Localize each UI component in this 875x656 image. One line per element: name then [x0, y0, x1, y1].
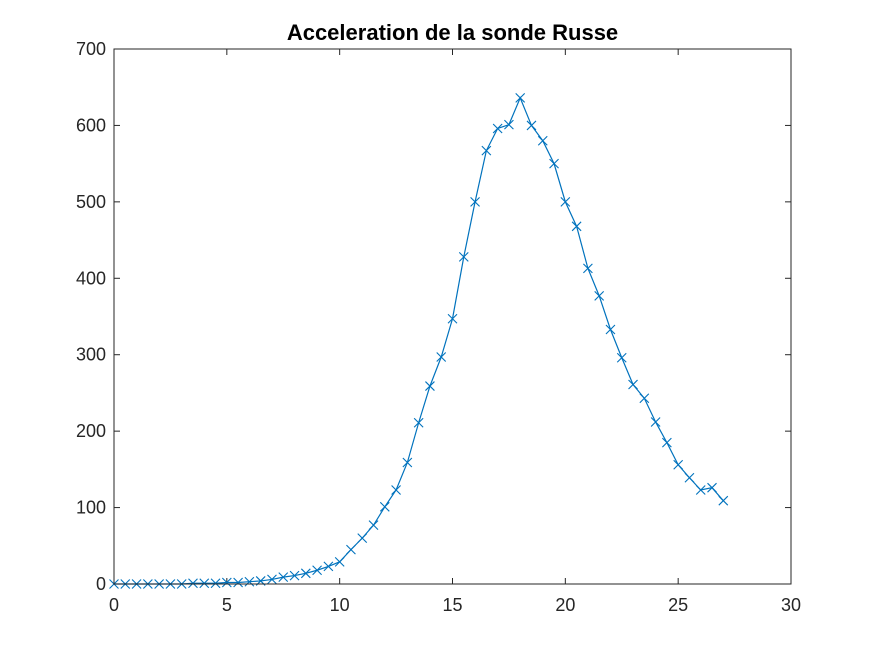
data-point-marker	[368, 520, 379, 531]
data-point-marker	[650, 417, 661, 427]
data-point-marker	[425, 381, 435, 391]
y-tick-label: 700	[76, 39, 106, 59]
data-point-marker	[221, 577, 232, 588]
axis-ticks	[113, 48, 792, 585]
data-point-marker	[323, 561, 334, 572]
data-point-marker	[605, 324, 616, 335]
data-point-marker	[458, 251, 469, 262]
data-point-marker	[718, 495, 729, 506]
data-point-marker	[334, 556, 345, 567]
y-tick-label: 200	[76, 421, 106, 441]
data-point-marker	[492, 123, 503, 134]
data-point-marker	[616, 352, 627, 363]
y-tick-label: 400	[76, 268, 106, 288]
data-point-marker	[244, 576, 255, 587]
data-point-marker	[673, 459, 684, 470]
data-point-marker	[357, 533, 368, 544]
data-point-marker	[267, 574, 277, 585]
data-point-marker	[695, 485, 706, 495]
data-point-marker	[526, 120, 537, 131]
data-point-marker	[594, 290, 605, 301]
y-tick-label: 0	[96, 574, 106, 594]
axes-box	[113, 48, 792, 585]
x-tick-label: 0	[109, 595, 119, 615]
data-point-marker	[391, 485, 401, 495]
data-point-marker	[346, 544, 356, 555]
data-point-marker	[583, 263, 593, 274]
data-point-marker	[188, 578, 198, 589]
x-tick-label: 30	[781, 595, 801, 615]
data-point-marker	[661, 437, 672, 448]
x-tick-label: 5	[222, 595, 232, 615]
data-point-marker	[289, 570, 300, 581]
x-tick-label: 25	[668, 595, 688, 615]
data-point-marker	[300, 568, 311, 579]
data-point-marker	[639, 393, 650, 404]
data-point-marker	[470, 196, 480, 207]
data-point-marker	[481, 145, 492, 156]
data-point-marker	[560, 196, 571, 207]
data-point-marker	[504, 119, 514, 130]
data-point-marker	[684, 472, 695, 483]
data-point-marker	[379, 501, 390, 512]
y-tick-label: 600	[76, 115, 106, 135]
x-tick-label: 20	[555, 595, 575, 615]
data-point-marker	[436, 352, 447, 362]
y-tick-label: 300	[76, 345, 106, 365]
chart-title: Acceleration de la sonde Russe	[287, 20, 618, 45]
data-point-marker	[515, 93, 526, 103]
data-point-marker	[447, 313, 458, 324]
y-tick-label: 100	[76, 498, 106, 518]
x-tick-label: 15	[442, 595, 462, 615]
data-point-marker	[199, 578, 210, 589]
data-point-marker	[233, 577, 244, 588]
data-point-marker	[413, 417, 424, 428]
data-point-marker	[707, 482, 717, 493]
series-markers	[109, 93, 729, 589]
data-point-marker	[628, 379, 638, 390]
data-point-marker	[312, 565, 322, 576]
data-point-marker	[571, 221, 582, 232]
y-tick-label: 500	[76, 192, 106, 212]
data-point-marker	[278, 572, 289, 583]
data-point-marker	[210, 578, 221, 589]
data-point-marker	[402, 457, 413, 468]
data-point-marker	[537, 135, 548, 146]
data-point-marker	[549, 158, 559, 169]
x-tick-label: 10	[330, 595, 350, 615]
